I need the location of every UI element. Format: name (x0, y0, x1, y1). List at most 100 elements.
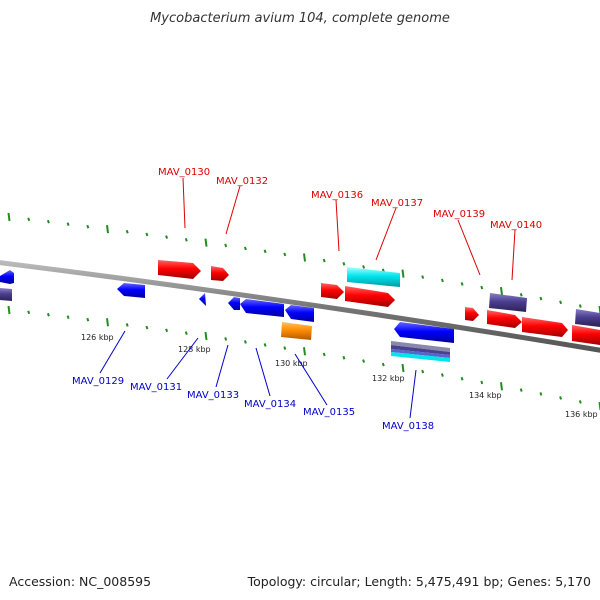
gene-fragment-left-purple[interactable] (0, 288, 12, 301)
outer-track-major-tick (7, 212, 11, 222)
outer-track-minor-tick (184, 238, 188, 242)
genome-summary-text: Topology: circular; Length: 5,475,491 bp… (247, 574, 591, 589)
gene-label-mav0138[interactable]: MAV_0138 (382, 421, 434, 432)
gene-label-mav0135[interactable]: MAV_0135 (303, 407, 355, 418)
outer-track-major-tick (500, 287, 503, 296)
gene-mav0138-multi[interactable] (391, 341, 450, 362)
gene-mav0134b[interactable] (285, 305, 314, 322)
outer-track-minor-tick (243, 246, 247, 251)
inner-track-minor-tick (283, 346, 287, 350)
gene-mav0135[interactable] (281, 322, 312, 340)
gene-mav0140b[interactable] (522, 317, 568, 337)
gene-mav0137[interactable] (347, 267, 400, 287)
gene-label-mav0133[interactable]: MAV_0133 (187, 390, 239, 401)
gene-label-mav0139[interactable]: MAV_0139 (433, 209, 485, 220)
tick-label-132kbp: 132 kbp (372, 374, 405, 383)
gene-fragment-left-blue[interactable] (0, 270, 14, 284)
inner-track-minor-tick (46, 312, 50, 317)
inner-track-minor-tick (184, 331, 188, 335)
gene-mav0136b[interactable] (345, 286, 395, 307)
inner-track-minor-tick (145, 325, 149, 330)
forward-gene-labels: MAV_0130 MAV_0132 MAV_0136 MAV_0137 MAV_… (158, 167, 542, 231)
outer-track-minor-tick (578, 304, 582, 308)
inner-track-minor-tick (519, 388, 523, 392)
outer-track-minor-tick (165, 235, 169, 239)
tick-label-134kbp: 134 kbp (469, 391, 502, 400)
outer-track-minor-tick (263, 249, 267, 254)
gene-mav0129[interactable] (117, 283, 145, 298)
inner-track-minor-tick (322, 352, 326, 357)
inner-track-minor-tick (224, 337, 228, 341)
outer-track-minor-tick (283, 252, 287, 257)
tick-label-136kbp: 136 kbp (565, 410, 598, 419)
outer-track-minor-tick (66, 222, 70, 226)
inner-track-major-tick (7, 305, 11, 315)
gene-label-mav0137[interactable]: MAV_0137 (371, 198, 423, 209)
genome-backbone (0, 260, 600, 353)
gene-label-mav0134[interactable]: MAV_0134 (244, 399, 296, 410)
outer-track-minor-tick (440, 278, 444, 283)
inner-track-minor-tick (421, 369, 425, 374)
tick-labels: 126 kbp 128 kbp 130 kbp 132 kbp 134 kbp … (81, 333, 598, 419)
outer-track-major-tick (106, 225, 109, 234)
inner-track-minor-tick (381, 362, 385, 367)
inner-track-minor-tick (440, 373, 444, 377)
outer-track-minor-tick (539, 296, 543, 301)
gene-label-mav0129[interactable]: MAV_0129 (72, 376, 124, 387)
tick-label-126kbp: 126 kbp (81, 333, 114, 342)
tick-label-128kbp: 128 kbp (178, 345, 211, 354)
outer-track-minor-tick (145, 232, 149, 237)
gene-track (0, 260, 600, 362)
gene-label-mav0130[interactable]: MAV_0130 (158, 167, 210, 178)
outer-track-minor-tick (86, 224, 90, 229)
gene-mav0140[interactable] (487, 310, 522, 328)
map-title: Mycobacterium avium 104, complete genome (150, 11, 450, 26)
outer-track-minor-tick (27, 217, 31, 222)
gene-mav0139[interactable] (465, 307, 479, 321)
outer-track-minor-tick (46, 219, 50, 224)
inner-track-minor-tick (27, 310, 31, 315)
gene-mav0133[interactable] (228, 297, 240, 310)
gene-mav0136[interactable] (321, 283, 344, 299)
accession-text: Accession: NC_008595 (9, 574, 151, 589)
gene-mav0139-pseudo[interactable] (489, 293, 527, 312)
outer-track-minor-tick (421, 275, 425, 279)
gene-mav0131[interactable] (199, 293, 206, 306)
inner-track-major-tick (204, 331, 208, 341)
inner-track-minor-tick (342, 355, 346, 360)
inner-track-minor-tick (559, 396, 563, 400)
inner-track-minor-tick (362, 359, 366, 363)
gene-label-mav0132[interactable]: MAV_0132 (216, 176, 268, 187)
outer-track-minor-tick (322, 258, 326, 263)
outer-track-minor-tick (125, 229, 129, 234)
outer-track-minor-tick (519, 292, 523, 297)
label-leaders (99, 177, 516, 419)
gene-label-mav0140[interactable]: MAV_0140 (490, 220, 542, 231)
gene-label-mav0136[interactable]: MAV_0136 (311, 190, 363, 201)
outer-track-major-tick (204, 238, 208, 247)
gene-mav0138[interactable] (394, 322, 454, 343)
inner-track-major-tick (401, 363, 405, 373)
tick-label-130kbp: 130 kbp (275, 359, 308, 368)
inner-track-minor-tick (480, 380, 484, 385)
outer-track-major-tick (401, 269, 405, 278)
gene-mav0130[interactable] (158, 260, 201, 279)
gene-fragment-right-red[interactable] (572, 325, 600, 345)
outer-track-minor-tick (224, 243, 228, 248)
inner-track-major-tick (106, 318, 109, 327)
gene-label-mav0131[interactable]: MAV_0131 (130, 382, 182, 393)
inner-track-minor-tick (539, 392, 543, 396)
outer-track-minor-tick (362, 265, 366, 269)
gene-mav0132[interactable] (211, 266, 229, 281)
gene-fragment-right-purple[interactable] (575, 309, 600, 327)
inner-track-minor-tick (243, 340, 247, 344)
inner-track-minor-tick (165, 328, 169, 333)
outer-track-minor-tick (460, 282, 464, 286)
inner-track-minor-tick (263, 343, 267, 347)
inner-track-major-tick (303, 347, 306, 356)
outer-track-minor-tick (559, 300, 563, 305)
outer-track-major-tick (303, 253, 306, 262)
gene-mav0134[interactable] (240, 299, 284, 317)
inner-track-major-tick (500, 382, 503, 391)
